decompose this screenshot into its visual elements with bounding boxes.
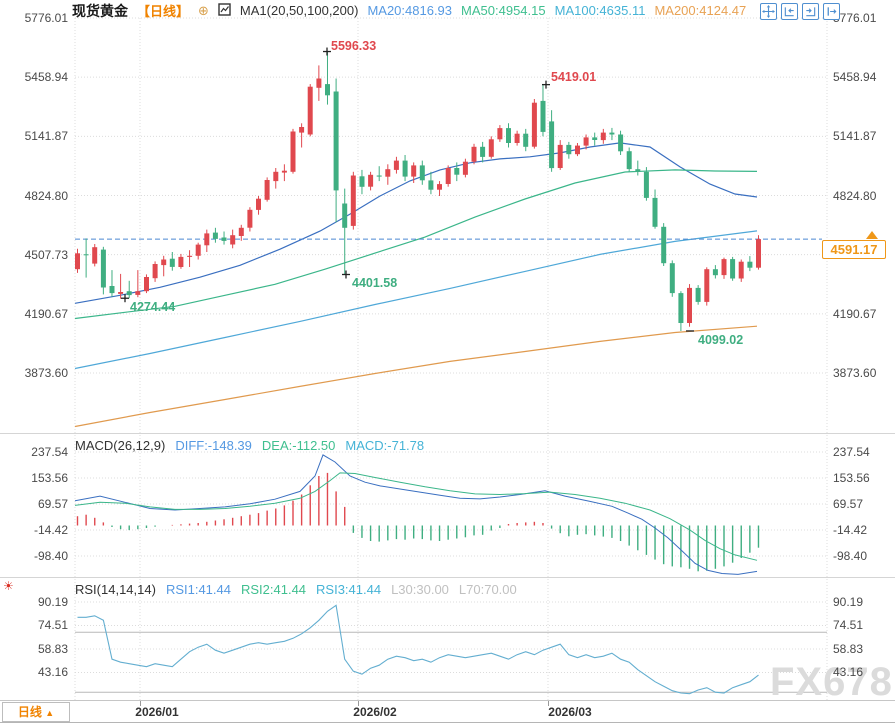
- ma100-value: MA100:4635.11: [554, 3, 646, 18]
- indicator-settings-icon[interactable]: ☀: [3, 579, 14, 593]
- rsi3-value: RSI3:41.44: [316, 582, 382, 597]
- time-axis-tick: [358, 701, 359, 706]
- zoom-range-left-icon[interactable]: [781, 3, 798, 20]
- time-axis-bar[interactable]: 日线 ▲ 2026/01 2026/02 2026/03: [0, 700, 895, 723]
- price-up-triangle-icon: [866, 231, 878, 239]
- period-tag[interactable]: 【日线】: [137, 4, 190, 19]
- macd-dea-value: DEA:-112.50: [261, 438, 336, 453]
- symbol-name: 现货黄金: [72, 2, 128, 19]
- rsi-title: RSI(14,14,14): [75, 582, 156, 597]
- time-axis-tick: [548, 701, 549, 706]
- macd-value: MACD:-71.78: [345, 438, 425, 453]
- macd-header: MACD(26,12,9) DIFF:-148.39 DEA:-112.50 M…: [75, 438, 424, 453]
- chevron-up-icon: ▲: [45, 708, 55, 718]
- period-tab-label: 日线: [17, 705, 42, 719]
- watermark: FX678: [770, 660, 893, 704]
- scroll-right-icon[interactable]: [823, 3, 840, 20]
- rsi-l30-value: L30:30.00: [391, 582, 449, 597]
- macd-title: MACD(26,12,9): [75, 438, 166, 453]
- last-price-box[interactable]: 4591.17: [822, 240, 886, 259]
- time-axis-tick: [140, 701, 141, 706]
- ma50-value: MA50:4954.15: [461, 3, 546, 18]
- rsi2-value: RSI2:41.44: [240, 582, 307, 597]
- chart-header: 现货黄金 【日线】 ⊕ MA1(20,50,100,200) MA20:4816…: [72, 2, 747, 20]
- add-indicator-icon[interactable]: ⊕: [198, 2, 209, 18]
- zoom-range-right-icon[interactable]: [802, 3, 819, 20]
- last-price-value: 4591.17: [830, 242, 878, 257]
- rsi1-value: RSI1:41.44: [165, 582, 231, 597]
- period-tab[interactable]: 日线 ▲: [2, 702, 70, 722]
- date-label: 2026/03: [548, 705, 592, 719]
- rsi-l70-value: L70:70.00: [458, 582, 517, 597]
- pan-icon[interactable]: [760, 3, 777, 20]
- date-label: 2026/01: [135, 705, 179, 719]
- ma200-value: MA200:4124.47: [654, 3, 747, 18]
- date-label: 2026/02: [353, 705, 397, 719]
- rsi-header: RSI(14,14,14) RSI1:41.44 RSI2:41.44 RSI3…: [75, 582, 517, 597]
- ma-indicator-icon[interactable]: [218, 2, 231, 19]
- ma-group-label: MA1(20,50,100,200): [239, 3, 359, 18]
- macd-diff-value: DIFF:-148.39: [175, 438, 252, 453]
- ma20-value: MA20:4816.93: [367, 3, 453, 18]
- chart-toolbar: [760, 3, 840, 20]
